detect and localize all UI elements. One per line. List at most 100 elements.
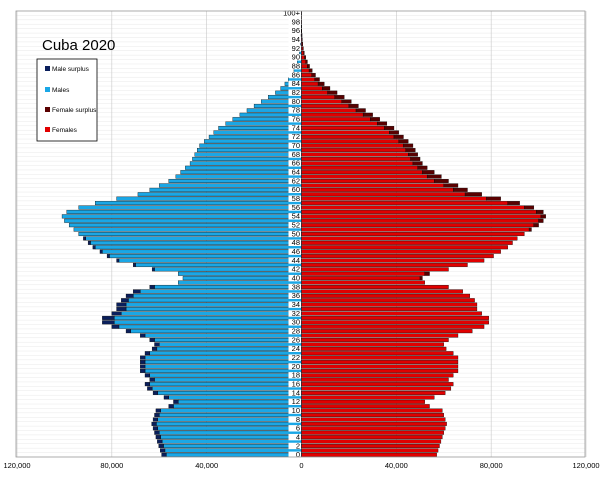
female-bar: [301, 267, 449, 272]
female-bar: [301, 298, 475, 303]
male-bar: [118, 324, 302, 329]
age-label-background: [288, 80, 301, 88]
female-surplus-bar: [308, 68, 313, 73]
male-bar: [175, 174, 302, 179]
female-bar: [301, 443, 440, 448]
female-surplus-bar: [398, 139, 409, 144]
female-bar: [301, 130, 390, 135]
female-bar: [301, 95, 335, 100]
female-bar: [301, 121, 378, 126]
female-bar: [301, 86, 323, 91]
male-bar: [168, 395, 302, 400]
female-bar: [301, 351, 454, 356]
female-bar: [301, 223, 535, 228]
male-bar: [156, 346, 302, 351]
female-surplus-bar: [453, 187, 468, 192]
age-tick-label: 26: [292, 335, 300, 344]
male-bar: [208, 134, 302, 139]
age-tick-label: 12: [292, 397, 300, 406]
age-tick-label: 72: [292, 132, 300, 141]
male-bar: [151, 386, 302, 391]
age-label-background: [288, 115, 301, 123]
female-bar: [301, 117, 371, 122]
age-label-background: [288, 177, 301, 185]
male-bar: [194, 152, 302, 157]
male-bar: [68, 223, 302, 228]
male-bar: [95, 245, 302, 250]
age-label-background: [288, 266, 301, 273]
male-bar: [125, 307, 302, 312]
male-bar: [160, 435, 302, 440]
age-tick-label: 28: [292, 326, 300, 335]
x-tick-label: 80,000: [480, 461, 503, 470]
legend-swatch-females: [45, 127, 50, 132]
age-tick-label: 30: [292, 318, 300, 327]
age-label-background: [288, 319, 301, 326]
age-tick-label: 74: [292, 123, 300, 132]
female-surplus-bar: [424, 271, 430, 276]
female-surplus-bar: [464, 192, 482, 197]
legend-swatch-female-surplus: [45, 107, 50, 112]
male-bar: [157, 390, 302, 395]
male-surplus-bar: [111, 311, 122, 316]
male-bar: [78, 205, 302, 210]
age-tick-label: 58: [292, 194, 300, 203]
x-tick-label: 40,000: [195, 461, 218, 470]
female-bar: [301, 262, 468, 267]
age-tick-label: 50: [292, 229, 300, 238]
male-surplus-bar: [111, 324, 120, 329]
female-surplus-bar: [417, 165, 428, 170]
male-bar: [137, 192, 302, 197]
female-bar: [301, 311, 482, 316]
legend-item-male-surplus: Male surplus: [45, 66, 90, 73]
male-surplus-bar: [125, 293, 134, 298]
age-label-background: [288, 354, 301, 361]
female-surplus-bar: [540, 214, 546, 219]
female-bar: [301, 64, 308, 69]
age-tick-label: 60: [292, 185, 300, 194]
male-bar: [140, 289, 302, 294]
female-surplus-bar: [384, 126, 395, 131]
female-bar: [301, 342, 444, 347]
female-bar: [301, 59, 306, 64]
age-label-background: [288, 54, 301, 61]
age-label-background: [288, 442, 301, 450]
age-label-background: [288, 363, 301, 370]
legend: Male surplus Males Female surplus Female…: [36, 58, 98, 142]
female-surplus-bar: [307, 64, 310, 69]
female-surplus-bar: [389, 130, 399, 135]
age-label-background: [288, 133, 301, 141]
male-bar: [185, 165, 302, 170]
male-bar: [121, 311, 302, 316]
age-label-background: [288, 151, 301, 158]
female-bar: [301, 209, 537, 214]
female-surplus-bar: [410, 156, 421, 161]
plot-frame: [15, 10, 586, 458]
female-bar: [301, 103, 350, 108]
female-surplus-bar: [412, 161, 423, 166]
male-bar: [164, 448, 302, 453]
male-surplus-bar: [149, 377, 155, 382]
age-tick-label: 78: [292, 106, 300, 115]
female-bar: [301, 112, 364, 117]
legend-label-males: Males: [52, 87, 70, 94]
female-bar: [301, 386, 452, 391]
female-surplus-bar: [434, 179, 449, 183]
age-tick-label: 56: [292, 203, 300, 212]
age-tick-label: 46: [292, 247, 300, 256]
male-bar: [199, 143, 302, 148]
male-surplus-bar: [147, 386, 153, 391]
male-bar: [85, 236, 302, 241]
male-surplus-bar: [125, 329, 131, 334]
female-surplus-bar: [303, 50, 305, 55]
age-label-background: [288, 36, 301, 43]
female-bar: [301, 227, 530, 232]
male-bar: [166, 452, 302, 457]
male-bar: [78, 232, 302, 236]
age-tick-label: 18: [292, 371, 300, 380]
male-bar: [114, 320, 302, 325]
male-bar: [154, 337, 302, 342]
female-surplus-bar: [348, 103, 359, 108]
age-tick-label: 34: [292, 300, 300, 309]
female-bar: [301, 337, 449, 342]
